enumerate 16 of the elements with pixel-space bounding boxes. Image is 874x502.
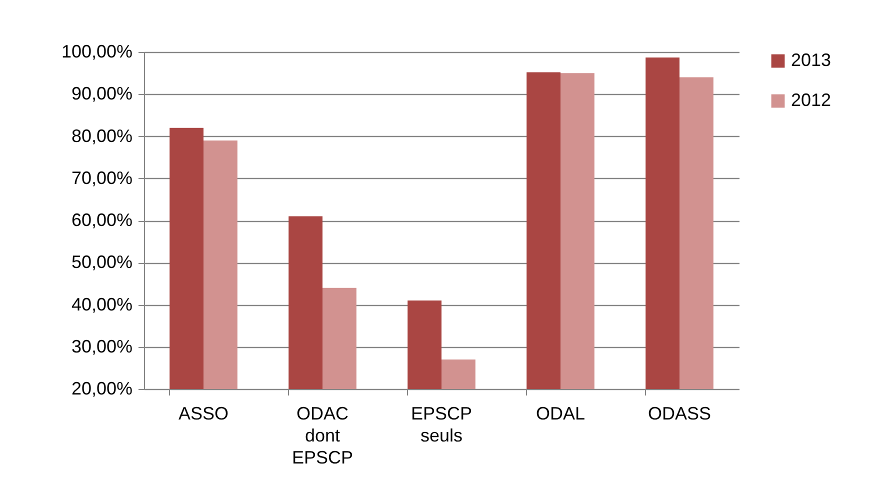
y-tick-label: 90,00% [71, 84, 132, 104]
legend-label: 2013 [791, 50, 832, 70]
x-tick-label: ODASS [648, 404, 712, 424]
x-tick-label: ODAL [536, 404, 586, 424]
y-tick-label: 100,00% [61, 42, 132, 62]
y-tick-label: 70,00% [71, 168, 132, 188]
y-tick-label: 20,00% [71, 378, 132, 398]
x-tick-label: ODAC dont EPSCP [292, 404, 354, 468]
y-tick-label: 80,00% [71, 126, 132, 146]
x-tick-label: ASSO [178, 404, 229, 424]
legend-label: 2012 [791, 90, 832, 110]
y-tick-label: 40,00% [71, 294, 132, 314]
y-tick-label: 50,00% [71, 252, 132, 272]
y-tick-label: 60,00% [71, 210, 132, 230]
x-tick-label: EPSCP seuls [410, 404, 472, 446]
y-tick-label: 30,00% [71, 336, 132, 356]
